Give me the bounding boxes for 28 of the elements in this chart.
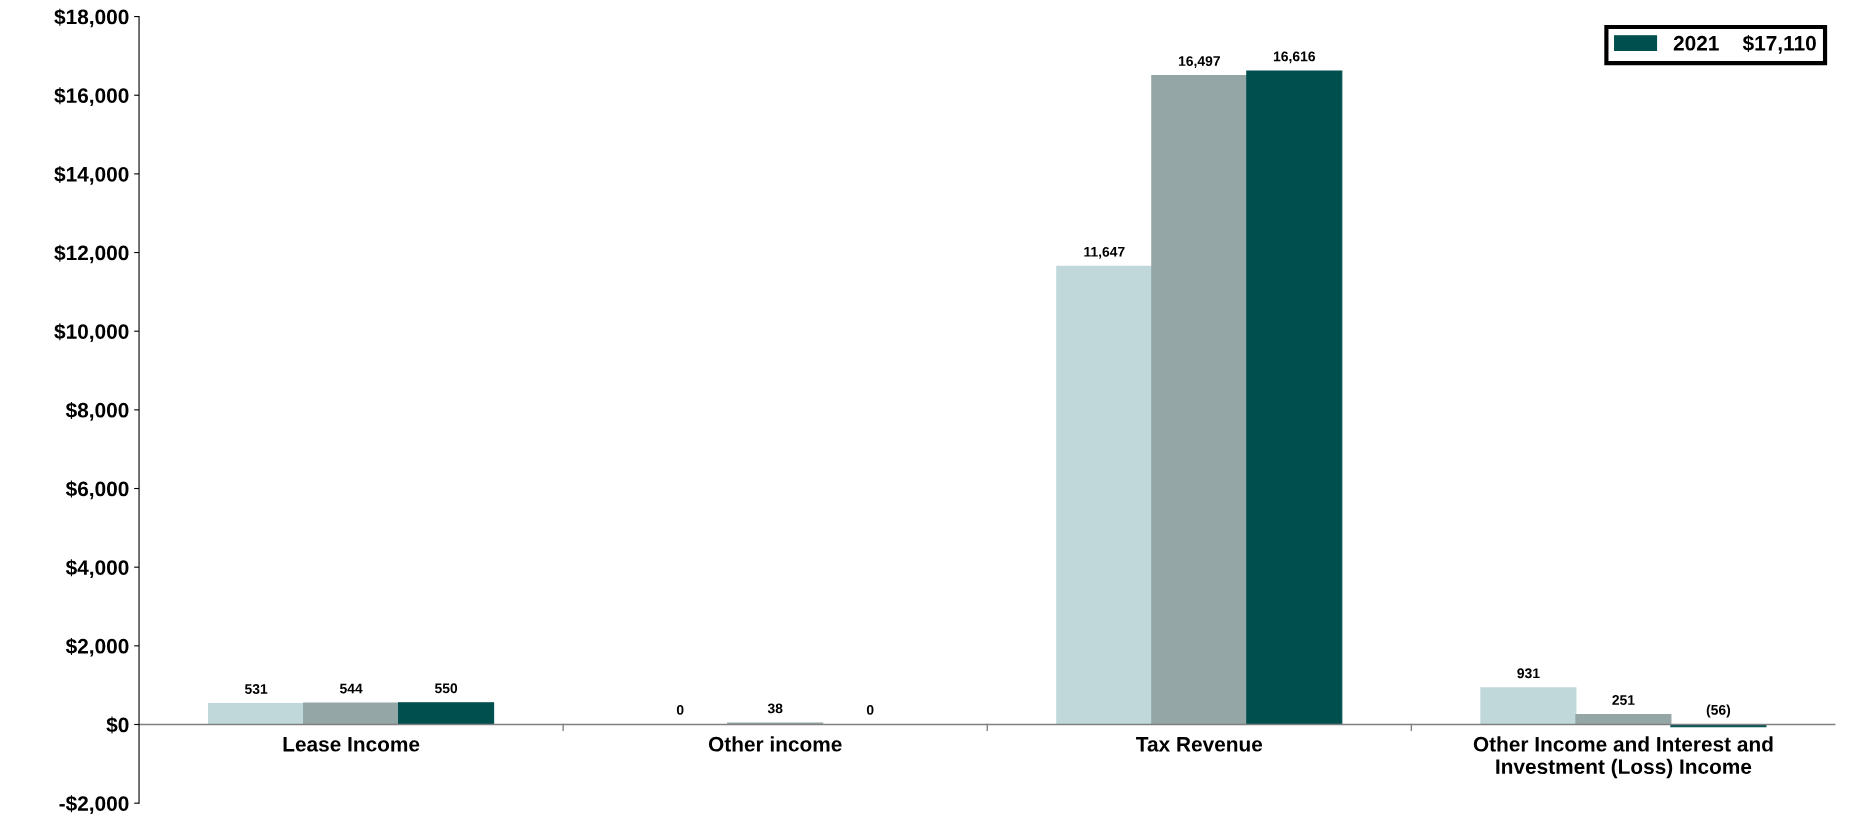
- data-label: 550: [434, 683, 458, 694]
- legend-label: 2021 $17,110: [1673, 34, 1816, 54]
- y-tick-label: $2,000: [65, 637, 129, 657]
- data-label: 38: [767, 703, 783, 714]
- x-tick-label: Other income: [708, 736, 842, 752]
- y-tick-label: $16,000: [54, 87, 129, 106]
- data-label: 16,616: [1273, 51, 1316, 64]
- x-tick-label: Tax Revenue: [1136, 737, 1263, 752]
- y-tick-label: -$2,000: [59, 795, 129, 814]
- data-label: 0: [866, 704, 874, 715]
- data-label: 11,647: [1084, 246, 1125, 259]
- data-label: 531: [244, 684, 268, 694]
- data-label: (56): [1706, 704, 1731, 718]
- data-label: 931: [1517, 668, 1540, 679]
- y-tick-label: $12,000: [54, 244, 129, 264]
- data-label: 0: [676, 704, 684, 715]
- y-tick-label: $6,000: [65, 480, 129, 500]
- y-tick-label: $10,000: [54, 323, 129, 342]
- x-tick-label: Lease Income: [283, 737, 420, 752]
- data-label: 16,497: [1178, 56, 1220, 68]
- y-tick-label: $14,000: [54, 165, 129, 185]
- x-tick-label: Other Income and Interest and Investment (Loss) Income: [1473, 736, 1773, 779]
- y-tick-label: $4,000: [65, 559, 129, 578]
- y-tick-label: $0: [106, 716, 129, 734]
- y-tick-label: $8,000: [65, 401, 129, 421]
- data-label: 251: [1612, 695, 1635, 705]
- y-tick-label: $18,000: [54, 8, 129, 28]
- data-label: 544: [339, 683, 363, 694]
